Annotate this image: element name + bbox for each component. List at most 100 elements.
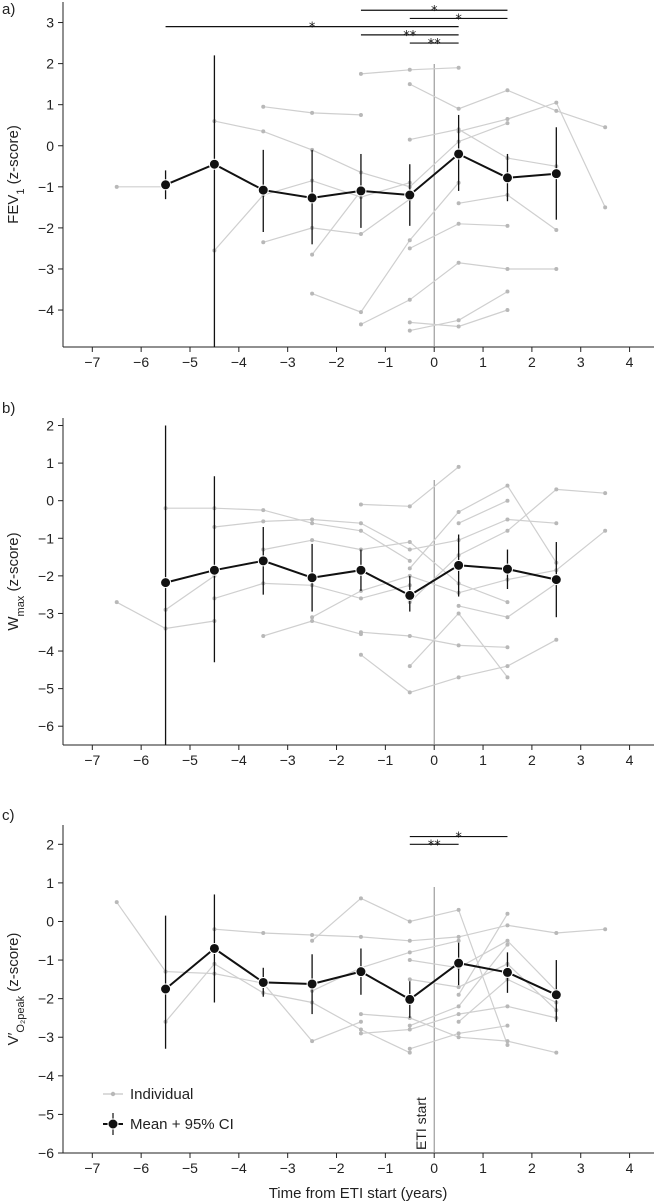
individual-point — [456, 1004, 461, 1009]
individual-point — [456, 221, 461, 226]
individual-point — [114, 184, 119, 189]
individual-point — [407, 1046, 412, 1051]
y-axis-label: V′O₂peak (z-score) — [5, 933, 27, 1046]
y-tick-label: −4 — [38, 643, 54, 659]
individual-point — [358, 1019, 363, 1024]
individual-point — [505, 923, 510, 928]
mean-point — [501, 966, 513, 978]
mean-point — [453, 559, 465, 571]
x-axis-label: Time from ETI start (years) — [269, 1185, 448, 1202]
individual-point — [456, 318, 461, 323]
x-tick-label: 1 — [479, 752, 487, 768]
individual-series-line — [214, 924, 606, 942]
x-tick-label: −2 — [329, 1160, 345, 1176]
mean-point — [501, 172, 513, 184]
x-tick-label: −6 — [133, 354, 149, 370]
individual-point — [554, 100, 559, 105]
individual-point — [456, 106, 461, 111]
x-tick-label: −2 — [329, 354, 345, 370]
individual-point — [456, 938, 461, 943]
individual-point — [407, 82, 412, 87]
individual-series-line — [165, 507, 411, 562]
x-tick-label: 4 — [626, 752, 634, 768]
individual-point — [603, 491, 608, 496]
x-tick-label: 4 — [626, 1160, 634, 1176]
x-tick-label: −4 — [231, 752, 247, 768]
individual-point — [456, 201, 461, 206]
individual-point — [456, 1012, 461, 1017]
x-tick-label: 4 — [626, 354, 634, 370]
individual-point — [407, 1050, 412, 1055]
individual-point — [505, 942, 510, 947]
individual-point — [456, 934, 461, 939]
mean-point — [404, 993, 416, 1005]
individual-series-line — [311, 182, 460, 313]
x-tick-label: −1 — [377, 354, 393, 370]
individual-point — [505, 1004, 510, 1009]
individual-point — [407, 297, 412, 302]
individual-point — [505, 615, 510, 620]
individual-point — [310, 517, 315, 522]
individual-point — [505, 517, 510, 522]
individual-point — [456, 521, 461, 526]
x-tick-label: −3 — [280, 752, 296, 768]
individual-series-line — [409, 223, 508, 249]
y-tick-label: −2 — [38, 220, 54, 236]
mean-point — [404, 589, 416, 601]
individual-point — [358, 112, 363, 117]
x-tick-label: −4 — [231, 1160, 247, 1176]
individual-series-line — [165, 963, 411, 1054]
individual-point — [505, 938, 510, 943]
y-tick-label: −4 — [38, 302, 54, 318]
individual-point — [261, 519, 266, 524]
individual-point — [407, 238, 412, 243]
individual-point — [358, 528, 363, 533]
x-tick-label: −6 — [133, 1160, 149, 1176]
y-tick-label: −5 — [38, 1106, 54, 1122]
individual-point — [505, 117, 510, 122]
y-tick-label: 0 — [46, 913, 54, 929]
individual-point — [358, 1027, 363, 1032]
individual-point — [407, 1023, 412, 1028]
y-tick-label: −3 — [38, 261, 54, 277]
individual-point — [114, 600, 119, 605]
individual-point — [310, 618, 315, 623]
individual-point — [310, 291, 315, 296]
individual-point — [505, 88, 510, 93]
individual-point — [456, 985, 461, 990]
mean-point — [550, 574, 562, 586]
legend-individual-marker — [110, 1091, 116, 1097]
significance-label: ** — [403, 29, 417, 44]
individual-point — [114, 900, 119, 905]
mean-point — [306, 978, 318, 990]
individual-point — [407, 504, 412, 509]
individual-point — [603, 528, 608, 533]
x-tick-label: −5 — [182, 354, 198, 370]
individual-series-line — [360, 262, 557, 325]
mean-point — [306, 572, 318, 584]
individual-point — [358, 596, 363, 601]
y-tick-label: −2 — [38, 568, 54, 584]
y-tick-label: −6 — [38, 1145, 54, 1161]
x-tick-label: −7 — [84, 354, 100, 370]
mean-point — [208, 564, 220, 576]
individual-point — [456, 65, 461, 70]
x-tick-label: −3 — [280, 354, 296, 370]
individual-series-line — [360, 639, 557, 694]
individual-point — [358, 71, 363, 76]
x-tick-label: 2 — [528, 354, 536, 370]
panel-a-fev1: −4 −3 −2 −1 0 1 2 3 −7 −6 −5 −4 −3 −2 −1 0 1 2 3 4 a) FEV1 (z… — [2, 1, 654, 370]
individual-point — [456, 509, 461, 514]
individual-point — [358, 934, 363, 939]
panel-c-vo2peak: −6 −5 −4 −3 −2 −1 0 1 2 −7 −6 −5 −4 −3 −2 −1 0 1 2 3 4 c) V′O₂… — [2, 807, 654, 1176]
individual-point — [407, 320, 412, 325]
significance-label: * — [455, 12, 462, 27]
individual-point — [554, 108, 559, 113]
individual-point — [358, 1031, 363, 1036]
individual-point — [310, 615, 315, 620]
individual-series-line — [263, 620, 362, 637]
legend: Individual Mean + 95% CI — [103, 1086, 234, 1135]
individual-point — [261, 240, 266, 245]
individual-series-line — [311, 940, 459, 992]
